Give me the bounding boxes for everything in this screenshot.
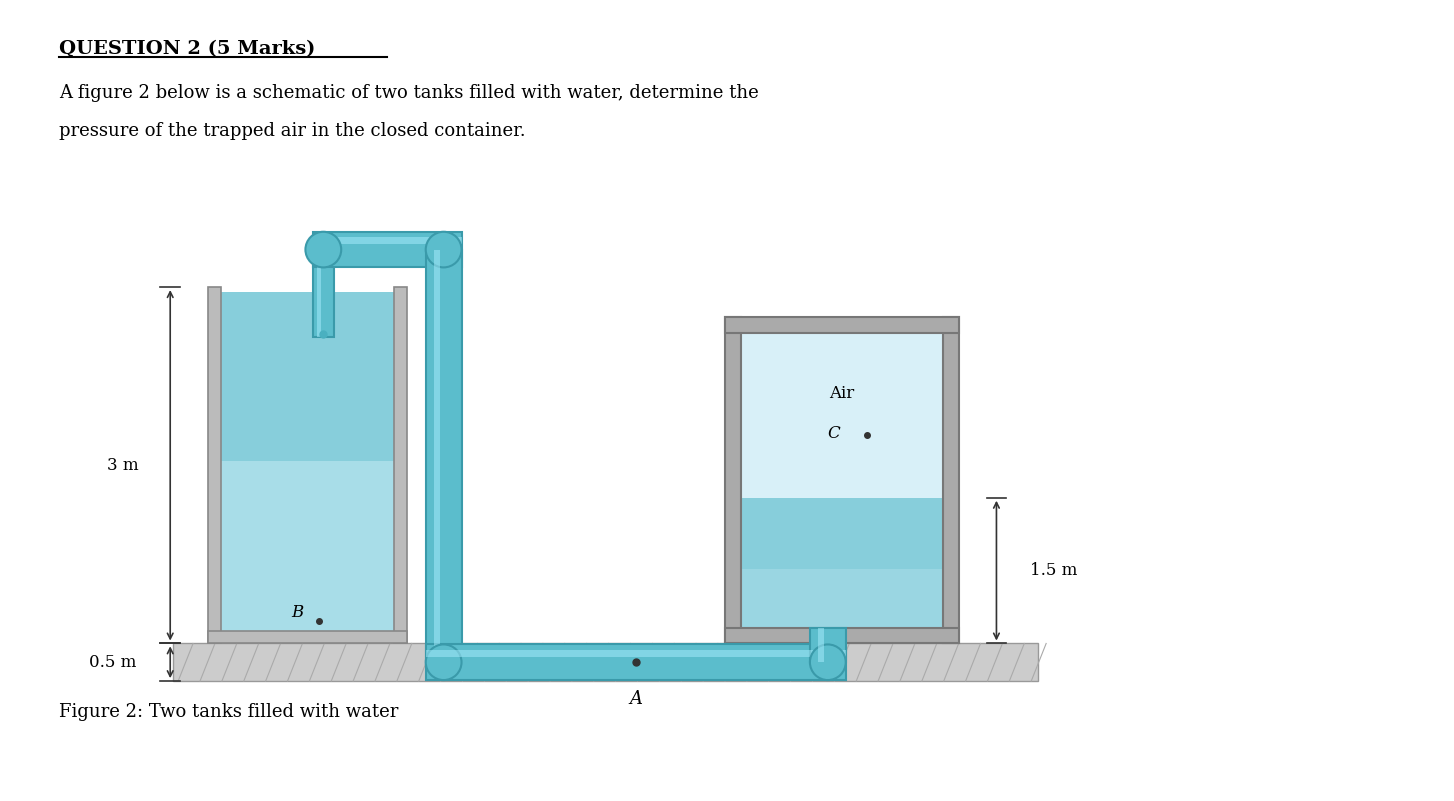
Text: 0.5 m: 0.5 m — [89, 654, 137, 670]
Text: A figure 2 below is a schematic of two tanks filled with water, determine the: A figure 2 below is a schematic of two t… — [58, 84, 759, 103]
Text: Air: Air — [829, 385, 855, 402]
Text: C: C — [827, 425, 840, 441]
Bar — [819, 628, 824, 662]
Bar — [221, 292, 394, 461]
Bar — [313, 237, 461, 244]
Text: pressure of the trapped air in the closed container.: pressure of the trapped air in the close… — [58, 122, 525, 140]
Circle shape — [305, 231, 342, 268]
Bar — [208, 630, 407, 643]
Bar — [726, 628, 958, 643]
Bar — [208, 288, 221, 643]
Bar — [726, 317, 742, 643]
Text: QUESTION 2 (5 Marks): QUESTION 2 (5 Marks) — [58, 40, 316, 58]
Text: Figure 2: Two tanks filled with water: Figure 2: Two tanks filled with water — [58, 702, 398, 721]
Bar — [742, 570, 942, 628]
Bar — [742, 332, 942, 498]
Bar — [433, 250, 441, 662]
Bar — [313, 231, 461, 268]
Text: A: A — [630, 690, 643, 708]
Text: B: B — [291, 604, 304, 621]
Circle shape — [426, 645, 461, 680]
Bar — [221, 461, 394, 630]
Bar — [810, 628, 846, 662]
Text: 1.5 m: 1.5 m — [1031, 562, 1077, 579]
Circle shape — [426, 231, 461, 268]
Circle shape — [810, 645, 846, 680]
Bar — [313, 250, 334, 336]
Text: 3 m: 3 m — [106, 457, 138, 474]
Bar — [426, 250, 461, 662]
Bar — [742, 498, 942, 628]
Bar — [426, 650, 846, 657]
Bar — [726, 317, 958, 332]
Bar — [942, 317, 958, 643]
Bar — [426, 645, 846, 680]
Bar — [173, 643, 1038, 681]
Bar — [317, 250, 321, 336]
Bar — [394, 288, 407, 643]
